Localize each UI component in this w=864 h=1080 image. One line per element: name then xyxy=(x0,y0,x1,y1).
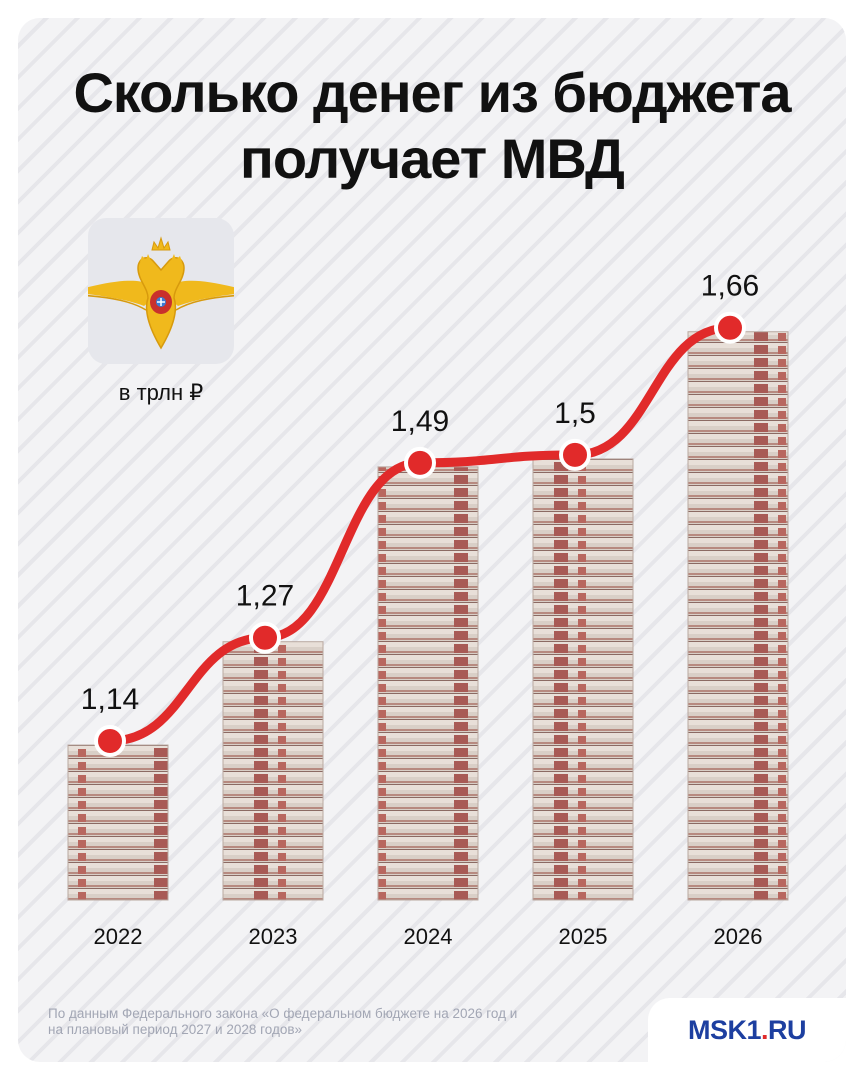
chart-title: Сколько денег из бюджета получает МВД xyxy=(73,61,791,190)
x-tick-2026: 2026 xyxy=(714,924,763,949)
data-label-2024: 1,49 xyxy=(391,405,449,438)
emblem-box xyxy=(70,218,252,364)
x-tick-2025: 2025 xyxy=(559,924,608,949)
data-label-2026: 1,66 xyxy=(701,270,759,303)
point-2024 xyxy=(404,446,436,479)
logo-suffix: RU xyxy=(768,1015,807,1045)
point-2022 xyxy=(94,725,126,758)
bar-2023 xyxy=(222,641,324,901)
bar-2025 xyxy=(532,458,634,901)
infographic-card: Сколько денег из бюджета получает МВД в … xyxy=(18,18,846,1062)
bar-2024 xyxy=(377,466,479,901)
data-label-2025: 1,5 xyxy=(554,397,596,430)
series-line xyxy=(105,323,735,746)
point-2025 xyxy=(559,438,591,471)
source-note: По данным Федерального закона «О федерал… xyxy=(48,1006,518,1037)
chart-plot: 2022 2023 2024 2025 2026 1,14 1,27 1,49 1,5 1,66 xyxy=(67,270,789,949)
data-label-2022: 1,14 xyxy=(81,683,139,716)
bar-2026 xyxy=(687,331,789,901)
x-tick-2024: 2024 xyxy=(404,924,453,949)
x-tick-2023: 2023 xyxy=(249,924,298,949)
point-2026 xyxy=(714,311,746,344)
logo-dot: . xyxy=(761,1015,769,1045)
point-2023 xyxy=(249,621,281,654)
unit-label: в трлн ₽ xyxy=(118,380,204,405)
x-tick-2022: 2022 xyxy=(94,924,143,949)
logo-box: MSK1.RU xyxy=(648,998,846,1062)
logo-main: MSK1 xyxy=(687,1015,762,1045)
bar-2022 xyxy=(67,744,169,901)
data-label-2023: 1,27 xyxy=(236,580,294,613)
mvd-eagle-emblem-icon xyxy=(70,236,252,350)
site-logo: MSK1.RU xyxy=(648,998,846,1062)
